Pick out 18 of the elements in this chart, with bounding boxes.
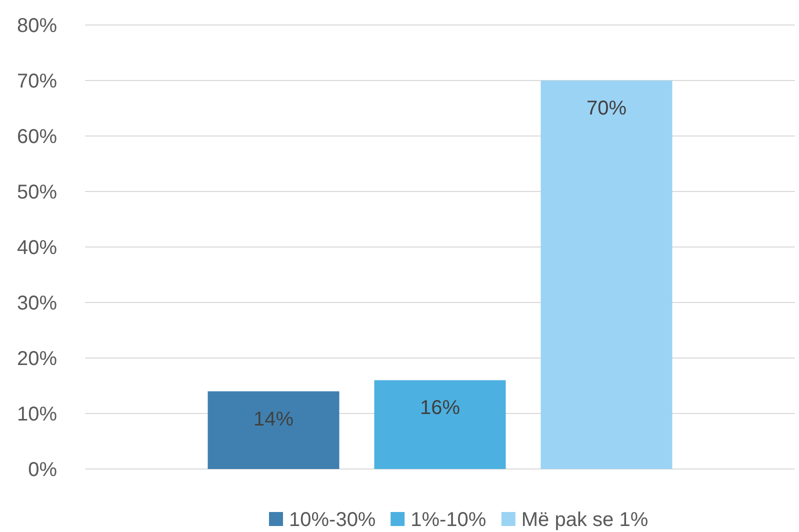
bar	[374, 380, 506, 469]
y-tick-label: 50%	[16, 182, 58, 204]
legend-label: 1%-10%	[410, 509, 486, 531]
y-tick-label: 60%	[16, 126, 58, 148]
y-tick-label: 40%	[16, 237, 58, 259]
data-label: 16%	[420, 397, 460, 420]
data-label: 14%	[254, 408, 294, 430]
data-label: 70%	[586, 98, 627, 120]
legend-label: Më pak se 1%	[521, 509, 648, 531]
y-tick-label: 80%	[16, 15, 58, 37]
y-tick-label: 70%	[16, 70, 58, 92]
bar	[540, 80, 672, 469]
y-tick-label: 30%	[16, 292, 58, 314]
y-tick-label: 20%	[16, 348, 58, 370]
legend-label: 10%-30%	[289, 509, 376, 531]
bar	[208, 391, 340, 469]
y-tick-label: 10%	[16, 404, 58, 426]
y-tick-label: 0%	[28, 459, 58, 481]
